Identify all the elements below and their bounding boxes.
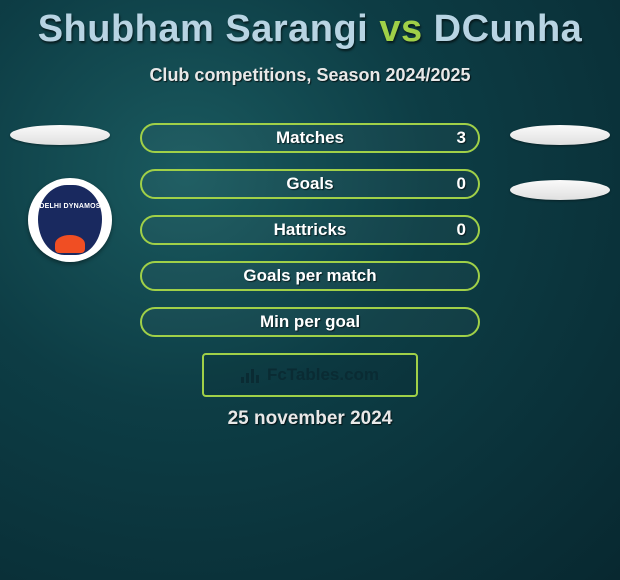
- stat-label: Goals: [286, 174, 333, 194]
- stat-value-right: 0: [457, 220, 466, 240]
- player2-name: DCunha: [434, 8, 583, 50]
- bar-chart-icon: [241, 367, 261, 383]
- stat-row: Goals 0: [140, 169, 480, 199]
- stat-row: Hattricks 0: [140, 215, 480, 245]
- player1-flag-icon: [10, 125, 110, 145]
- player1-name: Shubham Sarangi: [38, 8, 369, 50]
- stat-value-right: 3: [457, 128, 466, 148]
- stat-label: Goals per match: [243, 266, 376, 286]
- player2-club-flag-icon: [510, 180, 610, 200]
- stat-label: Min per goal: [260, 312, 360, 332]
- comparison-title: Shubham Sarangi vs DCunha: [0, 0, 620, 51]
- player2-flag-icon: [510, 125, 610, 145]
- stat-label: Matches: [276, 128, 344, 148]
- stat-row: Min per goal: [140, 307, 480, 337]
- source-label: FcTables.com: [267, 365, 379, 385]
- player1-club-badge: DELHI DYNAMOS: [28, 178, 112, 262]
- stat-row: Goals per match: [140, 261, 480, 291]
- source-attribution: FcTables.com: [202, 353, 418, 397]
- club-crest-icon: DELHI DYNAMOS: [38, 185, 102, 255]
- stat-row: Matches 3: [140, 123, 480, 153]
- stat-label: Hattricks: [274, 220, 347, 240]
- season-subtitle: Club competitions, Season 2024/2025: [0, 65, 620, 86]
- stats-table: Matches 3 Goals 0 Hattricks 0 Goals per match M…: [140, 123, 480, 353]
- stat-value-right: 0: [457, 174, 466, 194]
- snapshot-date: 25 november 2024: [0, 408, 620, 430]
- vs-separator: vs: [379, 8, 422, 50]
- club-crest-label: DELHI DYNAMOS: [38, 203, 102, 211]
